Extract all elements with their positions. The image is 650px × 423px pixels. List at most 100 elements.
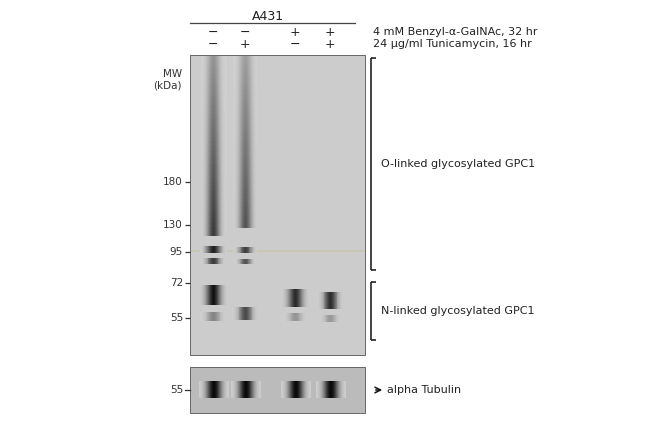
Bar: [202, 146, 203, 150]
Bar: [237, 151, 239, 155]
Bar: [214, 209, 215, 213]
Bar: [255, 142, 257, 146]
Bar: [237, 137, 239, 142]
Bar: [217, 155, 218, 159]
Bar: [210, 168, 211, 173]
Bar: [254, 125, 255, 129]
Bar: [209, 132, 210, 137]
Bar: [211, 231, 212, 236]
Bar: [250, 99, 251, 103]
Bar: [255, 247, 256, 253]
Bar: [287, 289, 288, 307]
Bar: [213, 132, 214, 137]
Bar: [233, 121, 235, 125]
Bar: [208, 186, 209, 191]
Bar: [240, 211, 241, 215]
Bar: [255, 116, 257, 121]
Bar: [250, 258, 252, 264]
Bar: [237, 215, 239, 219]
Bar: [235, 247, 236, 253]
Bar: [200, 218, 202, 222]
Bar: [248, 163, 249, 168]
Bar: [246, 159, 247, 163]
Bar: [250, 125, 251, 129]
Bar: [286, 289, 287, 307]
Bar: [240, 125, 241, 129]
Bar: [235, 95, 237, 99]
Bar: [211, 132, 212, 137]
Bar: [217, 247, 218, 253]
Bar: [207, 191, 208, 195]
Bar: [247, 185, 248, 189]
Bar: [210, 177, 211, 182]
Bar: [217, 74, 218, 78]
Bar: [247, 56, 248, 60]
Bar: [237, 77, 239, 82]
Bar: [255, 211, 257, 215]
Bar: [244, 82, 245, 86]
Bar: [217, 311, 218, 321]
Bar: [254, 151, 255, 155]
Bar: [329, 314, 330, 321]
Bar: [211, 173, 212, 177]
Bar: [253, 155, 254, 159]
Bar: [216, 78, 217, 83]
Bar: [211, 101, 212, 105]
Bar: [244, 181, 245, 185]
Bar: [241, 185, 242, 189]
Bar: [248, 137, 249, 142]
Bar: [202, 105, 203, 110]
Bar: [211, 114, 212, 119]
Bar: [219, 182, 220, 186]
Bar: [213, 65, 214, 69]
Bar: [214, 382, 216, 398]
Bar: [245, 103, 246, 107]
Bar: [214, 141, 215, 146]
Bar: [217, 83, 218, 87]
Bar: [251, 137, 252, 142]
Bar: [205, 191, 207, 195]
Bar: [221, 311, 222, 321]
Bar: [243, 133, 244, 137]
Bar: [220, 141, 221, 146]
Bar: [251, 307, 252, 319]
Bar: [246, 99, 247, 103]
Bar: [202, 123, 203, 128]
Bar: [212, 200, 213, 204]
Bar: [216, 83, 217, 87]
Bar: [233, 185, 235, 189]
Bar: [217, 204, 218, 209]
Bar: [214, 173, 215, 177]
Bar: [253, 211, 254, 215]
Bar: [220, 222, 221, 227]
Bar: [221, 191, 222, 195]
Bar: [212, 247, 213, 253]
Bar: [207, 92, 208, 96]
Bar: [240, 137, 241, 142]
Bar: [208, 247, 209, 253]
Bar: [330, 291, 332, 308]
Bar: [217, 96, 218, 101]
Bar: [243, 247, 244, 253]
Bar: [214, 231, 215, 236]
Bar: [250, 215, 251, 219]
Bar: [214, 56, 215, 60]
Bar: [224, 213, 226, 218]
Bar: [250, 193, 251, 198]
Bar: [209, 146, 210, 150]
Bar: [209, 227, 210, 231]
Bar: [217, 128, 218, 132]
Bar: [245, 155, 246, 159]
Bar: [233, 163, 235, 168]
Bar: [252, 189, 253, 193]
Bar: [233, 103, 235, 107]
Bar: [244, 185, 245, 189]
Bar: [208, 96, 209, 101]
Bar: [254, 172, 255, 176]
Bar: [211, 195, 212, 200]
Bar: [306, 313, 307, 321]
Bar: [221, 60, 222, 65]
Bar: [255, 176, 257, 181]
Bar: [200, 141, 202, 146]
Bar: [245, 181, 246, 185]
